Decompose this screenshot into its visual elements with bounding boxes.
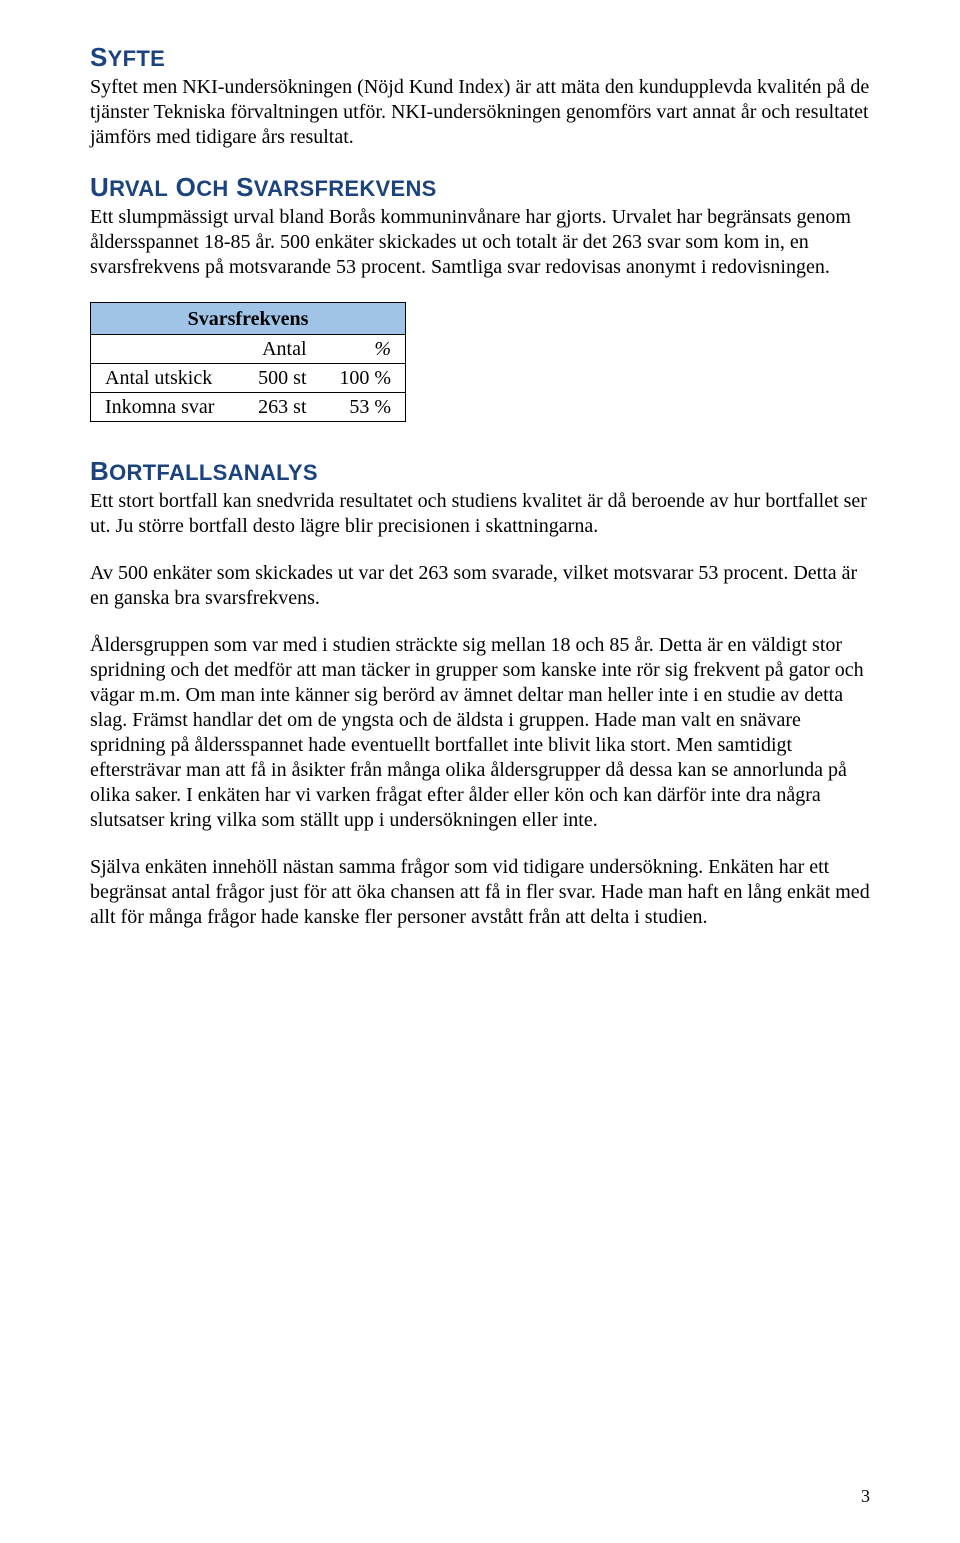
heading-urval: URVAL OCH SVARSFREKVENS — [90, 172, 870, 203]
paragraph-syfte-1: Syftet men NKI-undersökningen (Nöjd Kund… — [90, 75, 870, 150]
paragraph-urval-1: Ett slumpmässigt urval bland Borås kommu… — [90, 205, 870, 280]
table-cell-antal: 263 st — [231, 393, 321, 422]
paragraph-bortfall-2: Av 500 enkäter som skickades ut var det … — [90, 561, 870, 611]
page-container: SYFTE Syftet men NKI-undersökningen (Nöj… — [0, 0, 960, 1543]
table-title: Svarsfrekvens — [91, 303, 406, 335]
table-row: Inkomna svar 263 st 53 % — [91, 393, 406, 422]
table-cell-label: Inkomna svar — [91, 393, 231, 422]
page-number: 3 — [861, 1486, 870, 1507]
table-header-percent: % — [321, 335, 406, 364]
table-header-blank — [91, 335, 231, 364]
paragraph-bortfall-3: Åldersgruppen som var med i studien strä… — [90, 633, 870, 833]
table-cell-label: Antal utskick — [91, 364, 231, 393]
heading-syfte: SYFTE — [90, 42, 870, 73]
svarsfrekvens-table: Svarsfrekvens Antal % Antal utskick 500 … — [90, 302, 406, 422]
table-header-antal: Antal — [231, 335, 321, 364]
heading-bortfall: BORTFALLSANALYS — [90, 456, 870, 487]
table-row: Antal utskick 500 st 100 % — [91, 364, 406, 393]
table-cell-percent: 100 % — [321, 364, 406, 393]
paragraph-bortfall-1: Ett stort bortfall kan snedvrida resulta… — [90, 489, 870, 539]
table-cell-percent: 53 % — [321, 393, 406, 422]
paragraph-bortfall-4: Själva enkäten innehöll nästan samma frå… — [90, 855, 870, 930]
table-cell-antal: 500 st — [231, 364, 321, 393]
